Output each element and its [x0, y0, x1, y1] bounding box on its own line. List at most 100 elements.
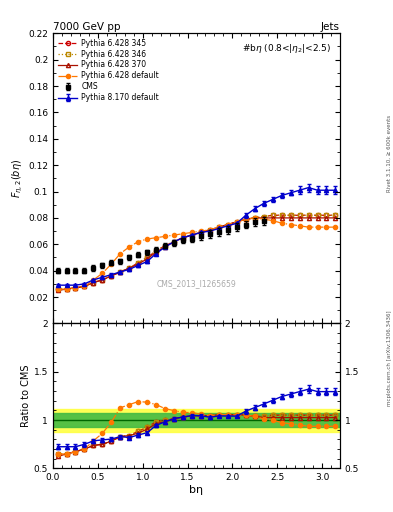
Pythia 6.428 370: [127, 265, 132, 271]
Pythia 6.428 370: [208, 227, 212, 233]
Pythia 6.428 345: [252, 215, 257, 221]
Pythia 6.428 370: [91, 280, 96, 286]
Pythia 6.428 370: [64, 286, 69, 292]
Pythia 6.428 345: [145, 254, 150, 261]
Pythia 6.428 370: [279, 215, 284, 221]
X-axis label: bη: bη: [189, 485, 204, 495]
Pythia 6.428 default: [145, 236, 150, 242]
Pythia 6.428 default: [243, 216, 248, 222]
Text: 7000 GeV pp: 7000 GeV pp: [53, 22, 121, 32]
Pythia 6.428 default: [154, 234, 158, 241]
Pythia 6.428 default: [226, 221, 230, 227]
Pythia 6.428 370: [324, 215, 329, 221]
Pythia 6.428 345: [270, 212, 275, 218]
Pythia 6.428 default: [163, 233, 167, 240]
Pythia 6.428 370: [243, 216, 248, 222]
Pythia 6.428 370: [252, 215, 257, 221]
Pythia 6.428 346: [270, 212, 275, 218]
Pythia 6.428 346: [333, 212, 338, 218]
Pythia 6.428 default: [297, 223, 302, 229]
Text: #b$\eta$ (0.8<|$\eta_2$|<2.5): #b$\eta$ (0.8<|$\eta_2$|<2.5): [242, 42, 331, 55]
Pythia 6.428 default: [217, 224, 221, 230]
Pythia 6.428 345: [73, 285, 78, 291]
Pythia 6.428 346: [315, 212, 320, 218]
Pythia 6.428 345: [243, 216, 248, 222]
Pythia 6.428 default: [64, 286, 69, 292]
Pythia 6.428 345: [172, 239, 176, 245]
Pythia 6.428 345: [181, 234, 185, 241]
Pythia 6.428 346: [217, 224, 221, 230]
Pythia 6.428 346: [198, 229, 203, 236]
Pythia 6.428 370: [297, 215, 302, 221]
Pythia 6.428 370: [145, 255, 150, 262]
Pythia 6.428 346: [163, 243, 167, 249]
Pythia 6.428 default: [55, 286, 60, 292]
Pythia 6.428 370: [288, 215, 293, 221]
Pythia 6.428 370: [163, 244, 167, 250]
Pythia 6.428 345: [279, 212, 284, 218]
Pythia 6.428 346: [82, 284, 87, 290]
Pythia 6.428 default: [172, 232, 176, 238]
Pythia 6.428 346: [190, 232, 195, 238]
Pythia 6.428 370: [315, 215, 320, 221]
Line: Pythia 6.428 345: Pythia 6.428 345: [55, 213, 338, 291]
Pythia 6.428 346: [55, 286, 60, 292]
Pythia 6.428 346: [297, 212, 302, 218]
Pythia 6.428 370: [73, 285, 78, 291]
Pythia 6.428 345: [226, 221, 230, 227]
Text: Jets: Jets: [321, 22, 340, 32]
Pythia 6.428 370: [235, 219, 239, 225]
Pythia 6.428 default: [118, 250, 123, 257]
Pythia 6.428 346: [181, 234, 185, 241]
Pythia 6.428 345: [82, 284, 87, 290]
Pythia 6.428 370: [270, 215, 275, 221]
Pythia 6.428 default: [324, 224, 329, 230]
Y-axis label: $F_{\eta,2}(b\eta)$: $F_{\eta,2}(b\eta)$: [11, 159, 25, 198]
Pythia 6.428 345: [118, 269, 123, 275]
Pythia 6.428 346: [324, 212, 329, 218]
Pythia 6.428 346: [226, 221, 230, 227]
Pythia 6.428 345: [136, 260, 141, 266]
Pythia 6.428 default: [270, 218, 275, 224]
Pythia 6.428 370: [217, 224, 221, 230]
Pythia 6.428 default: [73, 285, 78, 291]
Pythia 6.428 345: [315, 212, 320, 218]
Pythia 6.428 default: [261, 216, 266, 222]
Pythia 6.428 default: [190, 229, 195, 236]
Pythia 6.428 345: [91, 280, 96, 286]
Bar: [53, 413, 340, 427]
Pythia 6.428 346: [100, 277, 105, 283]
Pythia 6.428 370: [109, 273, 114, 279]
Pythia 6.428 345: [297, 212, 302, 218]
Line: Pythia 6.428 default: Pythia 6.428 default: [55, 216, 338, 291]
Text: CMS_2013_I1265659: CMS_2013_I1265659: [157, 280, 236, 289]
Pythia 6.428 default: [288, 221, 293, 227]
Pythia 6.428 370: [181, 234, 185, 241]
Pythia 6.428 345: [217, 224, 221, 230]
Pythia 6.428 default: [315, 224, 320, 230]
Pythia 6.428 346: [288, 212, 293, 218]
Pythia 6.428 default: [136, 239, 141, 245]
Pythia 6.428 346: [235, 219, 239, 225]
Pythia 6.428 346: [64, 286, 69, 292]
Pythia 6.428 370: [100, 277, 105, 283]
Pythia 6.428 346: [261, 214, 266, 220]
Pythia 6.428 345: [163, 243, 167, 249]
Line: Pythia 6.428 346: Pythia 6.428 346: [55, 213, 338, 291]
Pythia 6.428 345: [235, 219, 239, 225]
Pythia 6.428 default: [91, 277, 96, 283]
Pythia 6.428 346: [118, 269, 123, 275]
Pythia 6.428 default: [109, 261, 114, 267]
Pythia 6.428 345: [208, 227, 212, 233]
Pythia 6.428 345: [324, 212, 329, 218]
Pythia 6.428 370: [333, 215, 338, 221]
Pythia 6.428 345: [306, 212, 311, 218]
Pythia 6.428 345: [198, 229, 203, 236]
Pythia 6.428 346: [154, 248, 158, 254]
Pythia 6.428 345: [64, 286, 69, 292]
Pythia 6.428 346: [145, 254, 150, 261]
Pythia 6.428 370: [55, 287, 60, 293]
Pythia 6.428 default: [127, 244, 132, 250]
Pythia 6.428 370: [226, 221, 230, 227]
Text: mcplots.cern.ch [arXiv:1306.3436]: mcplots.cern.ch [arXiv:1306.3436]: [387, 311, 392, 406]
